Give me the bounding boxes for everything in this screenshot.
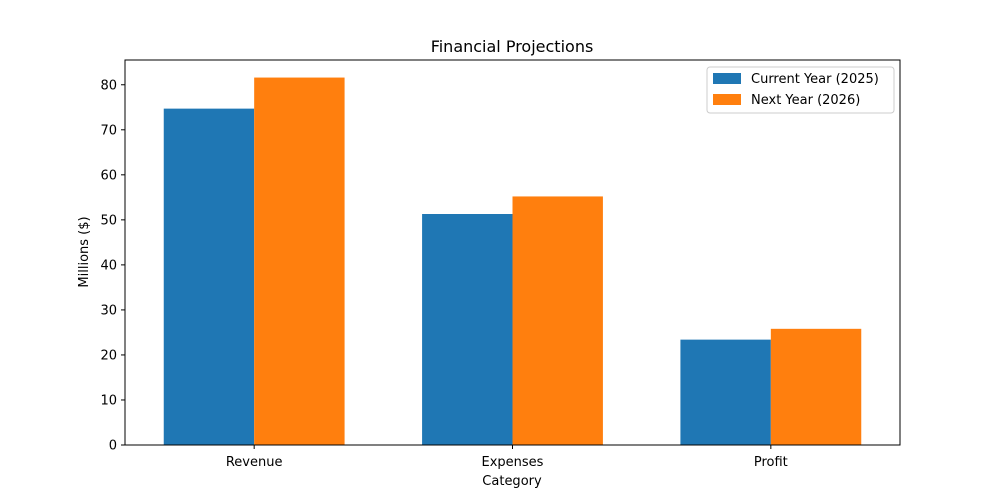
- legend-frame: [706, 66, 895, 114]
- legend: Current Year (2025) Next Year (2026): [706, 66, 895, 114]
- x-tick-label: Profit: [754, 455, 788, 470]
- bar-next-year-2026-revenue: [254, 77, 345, 445]
- y-tick-label: 70: [100, 123, 117, 138]
- legend-label: Current Year (2025): [751, 72, 879, 87]
- plot-area: 0 10 20 30 40 50 60 70 80 Revenue Expenses Profit: [100, 59, 901, 470]
- y-tick-label: 30: [100, 303, 117, 318]
- legend-label: Next Year (2026): [751, 93, 860, 108]
- y-tick-label: 0: [109, 439, 117, 454]
- y-tick-label: 60: [100, 168, 117, 183]
- y-axis-label: Millions ($): [77, 216, 92, 287]
- bar-current-year-2025-expenses: [422, 214, 513, 445]
- y-tick-label: 20: [100, 348, 117, 363]
- legend-swatch: [713, 94, 741, 105]
- legend-swatch: [713, 73, 741, 84]
- y-tick-label: 80: [100, 78, 117, 93]
- y-tick-label: 50: [100, 213, 117, 228]
- y-tick-label: 40: [100, 258, 117, 273]
- x-tick-label: Expenses: [482, 455, 544, 470]
- bar-current-year-2025-revenue: [163, 108, 255, 445]
- bar-next-year-2026-profit: [770, 328, 862, 445]
- chart-title: Financial Projections: [431, 37, 594, 56]
- x-axis-label: Category: [482, 474, 542, 489]
- x-tick-label: Revenue: [226, 455, 283, 470]
- y-tick-label: 10: [100, 393, 117, 408]
- bar-current-year-2025-profit: [680, 339, 771, 445]
- bar-next-year-2026-expenses: [512, 196, 603, 445]
